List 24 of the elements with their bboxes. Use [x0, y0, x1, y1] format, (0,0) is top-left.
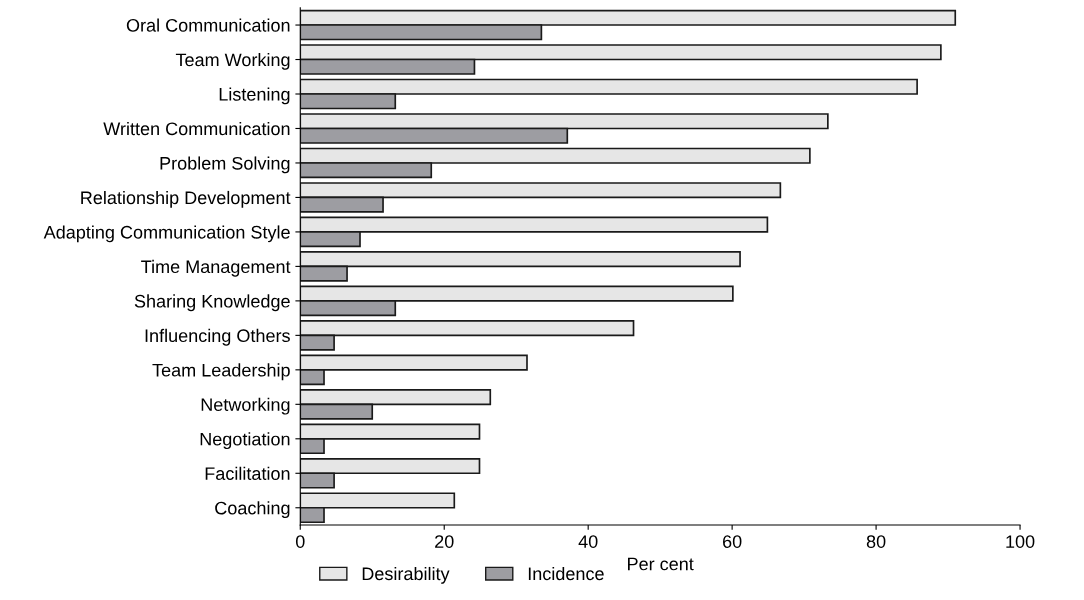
legend-label: Incidence	[528, 566, 604, 581]
y-tick-label: Written Communication	[103, 121, 290, 136]
y-tick-label: Influencing Others	[145, 328, 290, 346]
x-tick-label: 20	[435, 535, 454, 548]
y-tick-label: Problem Solving	[160, 156, 290, 174]
y-tick-label: Coaching	[215, 501, 290, 519]
x-tick-label: 60	[723, 535, 742, 548]
y-tick-label: Oral Communication	[126, 18, 290, 32]
x-tick-label: 40	[578, 535, 598, 548]
y-tick-label: Facilitation	[205, 466, 290, 480]
y-tick-label: Team Leadership	[152, 363, 290, 381]
y-tick-label: Relationship Development	[81, 190, 291, 208]
y-tick-label: Negotiation	[200, 432, 290, 450]
x-tick-label: 0	[295, 535, 305, 548]
legend-label: Desirability	[362, 566, 450, 584]
x-axis-title: Per cent	[628, 557, 694, 571]
y-tick-label: Time Management	[141, 259, 291, 277]
y-tick-label: Sharing Knowledge	[134, 294, 290, 312]
y-tick-label: Listening	[219, 87, 290, 105]
y-tick-label: Team Working	[175, 52, 290, 70]
y-tick-label: Networking	[201, 397, 290, 415]
x-tick-label: 80	[866, 535, 886, 548]
y-tick-label: Adapting Communication Style	[43, 225, 290, 243]
x-tick-label: 100	[1006, 535, 1035, 548]
